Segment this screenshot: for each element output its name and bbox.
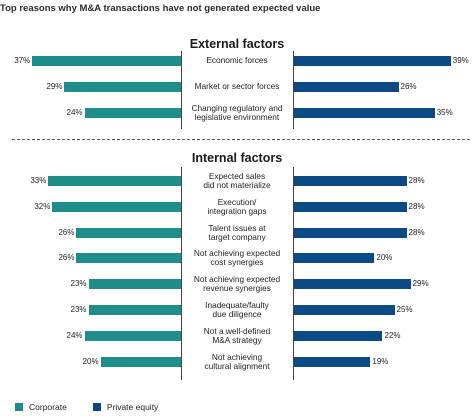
category-label: Inadequate/faulty due diligence <box>182 299 292 320</box>
category-label-line: M&A strategy <box>212 335 262 345</box>
internal-factors-heading: Internal factors <box>191 151 283 165</box>
category-label: Not achieving expected revenue synergies <box>182 273 292 294</box>
category-label-line: Economic forces <box>206 55 268 66</box>
left-axis-internal <box>181 167 182 380</box>
bar-private-equity <box>294 82 399 92</box>
right-axis-internal <box>293 167 294 380</box>
category-label: Market or sector forces <box>182 81 292 92</box>
category-label-line: Inadequate/faulty <box>205 299 269 310</box>
bar-private-equity <box>294 228 407 238</box>
bar-private-equity <box>294 253 375 263</box>
legend-swatch-private-equity <box>92 403 101 411</box>
category-label-line: Expected sales <box>208 170 266 181</box>
category-label-line: Market or sector forces <box>194 81 280 92</box>
legend: Corporate Private equity <box>15 402 184 412</box>
legend-swatch-corporate <box>15 403 23 411</box>
bar-corporate <box>52 202 181 212</box>
chart-title: Top reasons why M&A transactions have no… <box>0 3 321 14</box>
external-factors-heading: External factors <box>189 37 285 51</box>
value-label-corporate: 24% <box>66 331 83 340</box>
category-label: Talent issues at target company <box>182 222 292 243</box>
legend-item-corporate: Corporate <box>15 402 67 412</box>
value-label-private-equity: 35% <box>436 108 453 117</box>
category-label-line: legislative environment <box>194 112 280 122</box>
category-label-line: Not achieving expected <box>193 273 281 284</box>
value-label-corporate: 37% <box>14 56 31 65</box>
category-label: Expected sales did not materialize <box>182 170 292 191</box>
category-label-line: target company <box>208 232 266 242</box>
value-label-private-equity: 28% <box>408 176 425 185</box>
value-label-corporate: 26% <box>58 253 75 262</box>
value-label-private-equity: 29% <box>412 279 429 288</box>
bar-corporate <box>88 279 181 289</box>
bar-private-equity <box>294 176 407 186</box>
category-label: Not achieving cultural alignment <box>182 351 292 372</box>
value-label-private-equity: 25% <box>396 305 413 314</box>
category-label-line: due diligence <box>212 309 262 319</box>
bar-corporate <box>84 331 181 341</box>
bar-private-equity <box>294 331 383 341</box>
section-divider <box>12 139 470 140</box>
bar-corporate <box>32 56 181 66</box>
value-label-private-equity: 26% <box>400 82 417 91</box>
value-label-private-equity: 22% <box>384 331 401 340</box>
value-label-private-equity: 39% <box>452 56 469 65</box>
bar-corporate <box>76 228 181 238</box>
bar-private-equity <box>294 305 395 315</box>
legend-label-corporate: Corporate <box>29 402 67 412</box>
category-label-line: revenue synergies <box>203 283 271 293</box>
category-label: Execution/integration gaps <box>182 196 292 217</box>
value-label-corporate: 23% <box>70 279 87 288</box>
category-label: Economic forces <box>182 55 292 66</box>
value-label-corporate: 29% <box>46 82 63 91</box>
value-label-corporate: 26% <box>58 228 75 237</box>
left-axis-external <box>181 51 182 129</box>
bar-corporate <box>48 176 181 186</box>
bar-private-equity <box>294 357 371 367</box>
category-label-line: Changing regulatory and <box>191 102 283 113</box>
bar-private-equity <box>294 202 407 212</box>
category-label-line: Not achieving expected <box>193 247 281 258</box>
category-label-line: integration gaps <box>207 206 267 216</box>
category-label-line: Execution/ <box>217 196 257 207</box>
bar-private-equity <box>294 108 435 118</box>
bar-corporate <box>84 108 181 118</box>
bar-corporate <box>100 357 181 367</box>
value-label-corporate: 23% <box>70 305 87 314</box>
value-label-corporate: 24% <box>66 108 83 117</box>
bar-private-equity <box>294 279 411 289</box>
right-axis-external <box>293 51 294 129</box>
value-label-private-equity: 19% <box>372 357 389 366</box>
bar-corporate <box>88 305 181 315</box>
value-label-private-equity: 20% <box>376 253 393 262</box>
bar-private-equity <box>294 56 451 66</box>
category-label-line: did not materialize <box>203 180 271 190</box>
bar-corporate <box>76 253 181 263</box>
value-label-corporate: 32% <box>34 202 51 211</box>
category-label: Not achieving expected cost synergies <box>182 247 292 268</box>
value-label-private-equity: 28% <box>408 202 425 211</box>
category-label: Not a well-defined M&A strategy <box>182 325 292 346</box>
category-label-line: cultural alignment <box>204 361 270 371</box>
value-label-private-equity: 28% <box>408 228 425 237</box>
category-label-line: Talent issues at <box>208 222 266 233</box>
legend-label-private-equity: Private equity <box>106 402 159 412</box>
category-label: Changing regulatory and legislative envir… <box>182 102 292 123</box>
category-label-line: Not a well-defined <box>203 325 271 336</box>
legend-item-private-equity: Private equity <box>92 402 159 412</box>
value-label-corporate: 33% <box>30 176 47 185</box>
bar-corporate <box>64 82 181 92</box>
category-label-line: Not achieving <box>211 351 263 362</box>
category-label-line: cost synergies <box>210 257 264 267</box>
value-label-corporate: 20% <box>82 357 99 366</box>
